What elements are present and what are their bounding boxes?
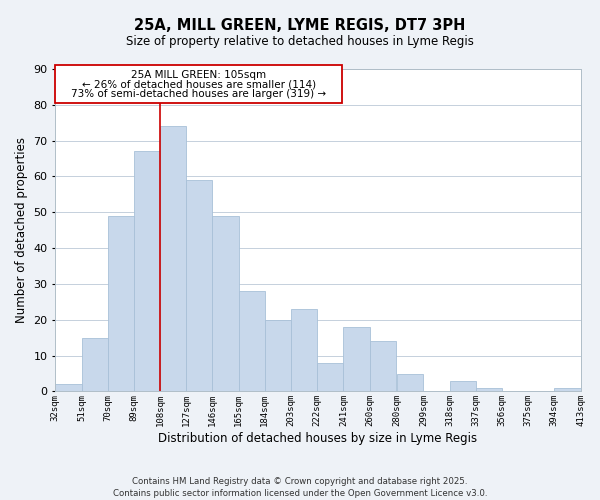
Bar [107, 216, 134, 392]
Y-axis label: Number of detached properties: Number of detached properties [15, 137, 28, 323]
Bar [317, 363, 343, 392]
Bar [397, 374, 424, 392]
X-axis label: Distribution of detached houses by size in Lyme Regis: Distribution of detached houses by size … [158, 432, 478, 445]
Text: Size of property relative to detached houses in Lyme Regis: Size of property relative to detached ho… [126, 35, 474, 48]
Bar [239, 291, 265, 392]
Bar [343, 327, 370, 392]
Bar [186, 180, 212, 392]
Bar [265, 320, 291, 392]
Bar [291, 309, 317, 392]
Bar [449, 380, 476, 392]
Bar [160, 126, 186, 392]
Bar [476, 388, 502, 392]
Text: 25A, MILL GREEN, LYME REGIS, DT7 3PH: 25A, MILL GREEN, LYME REGIS, DT7 3PH [134, 18, 466, 32]
Text: 73% of semi-detached houses are larger (319) →: 73% of semi-detached houses are larger (… [71, 90, 326, 100]
Bar [82, 338, 107, 392]
Text: ← 26% of detached houses are smaller (114): ← 26% of detached houses are smaller (11… [82, 80, 316, 90]
Text: 25A MILL GREEN: 105sqm: 25A MILL GREEN: 105sqm [131, 70, 266, 81]
Bar [55, 384, 82, 392]
Bar [134, 152, 160, 392]
Text: Contains HM Land Registry data © Crown copyright and database right 2025.
Contai: Contains HM Land Registry data © Crown c… [113, 476, 487, 498]
Bar [554, 388, 581, 392]
FancyBboxPatch shape [55, 66, 342, 103]
Bar [212, 216, 239, 392]
Bar [370, 342, 396, 392]
